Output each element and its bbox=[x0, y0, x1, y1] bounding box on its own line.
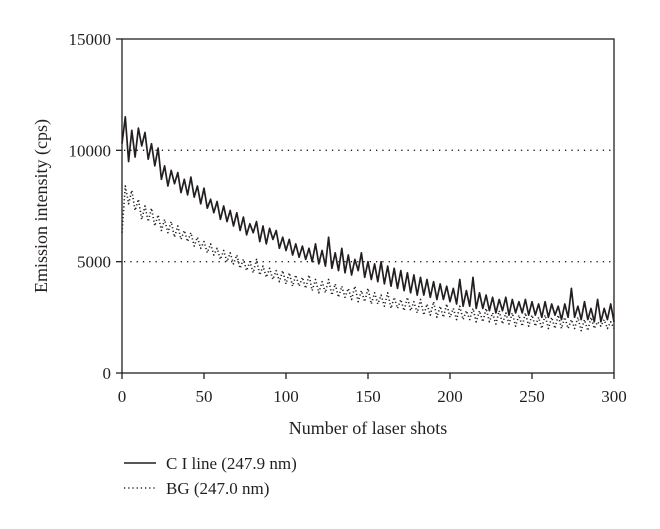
series-group bbox=[121, 116, 615, 332]
x-tick-label-300: 300 bbox=[601, 387, 627, 406]
plot-area bbox=[121, 38, 615, 374]
x-tick-label-200: 200 bbox=[437, 387, 463, 406]
y-tick-label-15000: 15000 bbox=[69, 30, 112, 49]
y-tick-label-0: 0 bbox=[103, 364, 112, 383]
series-bg bbox=[121, 185, 615, 332]
legend-label-c-i-line: C I line (247.9 nm) bbox=[166, 454, 297, 473]
x-tick-label-50: 50 bbox=[196, 387, 213, 406]
y-axis-title: Emission intensity (cps) bbox=[31, 119, 52, 293]
grid bbox=[124, 149, 612, 263]
x-tick-label-0: 0 bbox=[118, 387, 127, 406]
legend-label-bg: BG (247.0 nm) bbox=[166, 479, 269, 498]
y-tick-label-5000: 5000 bbox=[77, 253, 111, 272]
axes: 0 50 100 150 200 250 300 0 5000 10000 15000 bbox=[69, 30, 627, 406]
legend: C I line (247.9 nm) BG (247.0 nm) bbox=[124, 454, 297, 498]
x-axis-title: Number of laser shots bbox=[289, 418, 447, 438]
series-c-i-line bbox=[121, 116, 615, 323]
x-tick-label-250: 250 bbox=[519, 387, 545, 406]
x-tick-label-100: 100 bbox=[273, 387, 299, 406]
x-tick-label-150: 150 bbox=[355, 387, 381, 406]
y-tick-label-10000: 10000 bbox=[69, 141, 112, 160]
